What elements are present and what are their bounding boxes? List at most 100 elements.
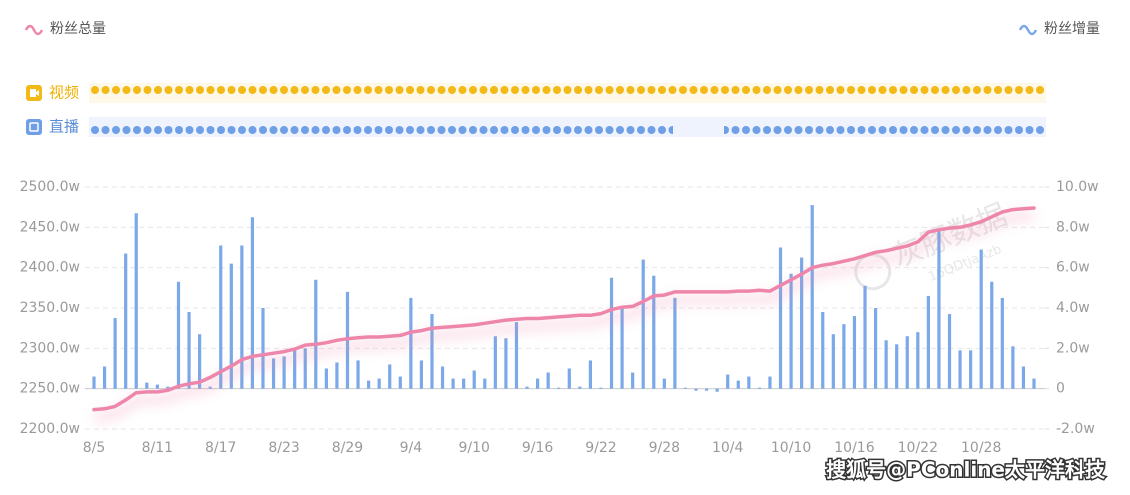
- bar: [176, 281, 181, 389]
- bar: [367, 380, 371, 389]
- y2-tick-label: 10.0w: [1056, 179, 1099, 195]
- bar: [662, 378, 666, 389]
- bar: [778, 247, 783, 389]
- bar: [335, 362, 339, 389]
- bar: [747, 376, 751, 389]
- bar: [736, 380, 740, 389]
- bar: [525, 386, 529, 389]
- bar: [884, 340, 888, 389]
- bar: [356, 360, 360, 389]
- bar: [324, 368, 328, 389]
- bar: [599, 387, 603, 389]
- line: [92, 206, 1036, 412]
- bar: [757, 387, 761, 389]
- bar: [462, 378, 466, 389]
- x-tick-label: 10/22: [898, 440, 938, 456]
- bar: [831, 334, 835, 389]
- bar: [852, 316, 857, 389]
- track-icon-glyph: [30, 89, 39, 97]
- bar: [229, 263, 233, 389]
- x-tick-label: 9/16: [522, 440, 554, 456]
- track-label: 视频: [49, 84, 79, 102]
- bar: [704, 388, 709, 391]
- bar: [1032, 378, 1036, 389]
- y2-tick-label: 2.0w: [1056, 340, 1090, 356]
- bar: [926, 295, 930, 389]
- bar: [652, 275, 656, 389]
- bar: [472, 370, 476, 389]
- bar: [92, 376, 96, 389]
- bar: [134, 213, 138, 389]
- bar: [187, 312, 191, 389]
- bar: [483, 378, 487, 389]
- legend-label[interactable]: 粉丝总量: [50, 21, 106, 37]
- bar: [821, 312, 825, 389]
- bar: [535, 378, 540, 389]
- x-tick-label: 8/23: [268, 440, 299, 456]
- x-tick-label: 10/16: [834, 440, 874, 456]
- bar: [979, 249, 983, 389]
- bar: [916, 332, 920, 389]
- bar: [557, 387, 561, 389]
- bar: [578, 386, 582, 389]
- bar: [398, 376, 402, 389]
- y-tick-label: 2300.0w: [20, 340, 80, 356]
- bar: [113, 318, 117, 389]
- bar: [493, 336, 497, 389]
- y-tick-label: 2200.0w: [20, 421, 80, 437]
- bar: [810, 205, 814, 389]
- bar: [715, 388, 719, 392]
- bar: [430, 314, 434, 389]
- legend-icon: [1018, 24, 1038, 36]
- x-tick-label: 9/28: [649, 440, 680, 456]
- track-dots: [89, 83, 1046, 103]
- track-label: 直播: [49, 118, 79, 136]
- bar: [694, 388, 698, 391]
- y-tick-label: 2400.0w: [20, 260, 80, 276]
- bar: [198, 334, 202, 389]
- bar: [990, 281, 994, 389]
- x-tick-label: 10/10: [771, 440, 811, 456]
- bar: [947, 314, 952, 389]
- bar: [271, 358, 276, 389]
- y2-tick-label: 8.0w: [1056, 219, 1090, 235]
- bar: [1000, 297, 1004, 389]
- bar: [800, 257, 804, 389]
- y-tick-label: 2250.0w: [20, 381, 80, 397]
- bar: [155, 384, 159, 389]
- bar: [683, 387, 688, 389]
- bar: [419, 360, 424, 389]
- bar: [863, 285, 867, 389]
- bar: [514, 322, 519, 389]
- x-tick-label: 8/11: [142, 440, 173, 456]
- bar: [145, 382, 149, 389]
- bar: [588, 360, 593, 389]
- bar: [440, 366, 445, 389]
- bar: [969, 350, 973, 389]
- y-tick-label: 2450.0w: [20, 219, 80, 235]
- legend-label[interactable]: 粉丝增量: [1044, 21, 1100, 37]
- bar: [873, 308, 878, 389]
- y2-tick-label: 4.0w: [1056, 300, 1090, 316]
- bar: [314, 279, 318, 389]
- bar: [768, 376, 772, 389]
- bar: [451, 378, 455, 389]
- y2-tick-label: -2.0w: [1056, 421, 1095, 437]
- bar: [124, 253, 128, 389]
- bar: [620, 308, 624, 389]
- bar: [240, 245, 244, 389]
- x-tick-label: 9/10: [458, 440, 489, 456]
- line-glow: [93, 211, 1035, 423]
- bar: [641, 259, 645, 389]
- track-icon-glyph: [29, 122, 39, 132]
- bar: [166, 386, 170, 389]
- bar: [842, 324, 846, 389]
- x-tick-label: 8/29: [332, 440, 363, 456]
- y2-tick-label: 6.0w: [1056, 260, 1090, 276]
- plot-area: 2200.0w 2250.0w 2300.0w 2350.0w 2400.0w 2450.…: [20, 179, 1099, 456]
- bar: [293, 348, 297, 389]
- track-dots: [89, 117, 673, 137]
- x-tick-label: 10/28: [961, 440, 1001, 456]
- track-dots: [724, 117, 1046, 137]
